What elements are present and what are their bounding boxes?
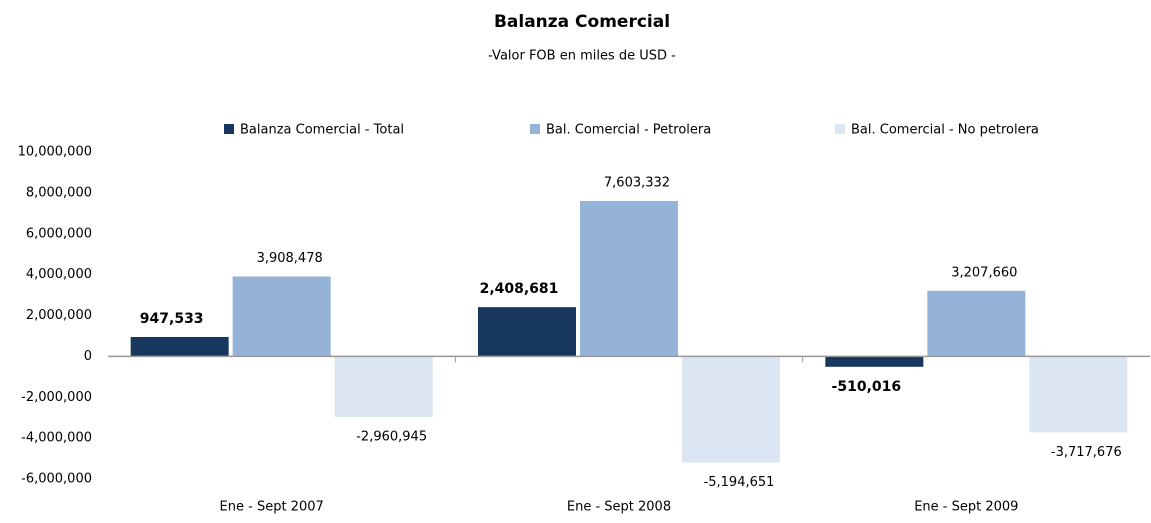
bar [580,200,678,357]
bar [682,356,780,463]
data-label: 7,603,332 [604,175,670,190]
bar [232,276,331,357]
bar [825,356,924,367]
y-tick-label: 10,000,000 [18,145,92,160]
y-tick-label: -2,000,000 [21,390,92,405]
data-label: -3,717,676 [1051,445,1122,460]
data-label: 947,533 [140,311,204,327]
chart-subtitle: -Valor FOB en miles de USD - [488,49,676,64]
legend-swatch [224,124,234,134]
bar [334,356,433,417]
chart-title: Balanza Comercial [494,12,670,32]
data-label: 3,908,478 [257,251,323,266]
x-tick-label: Ene - Sept 2007 [220,500,324,515]
y-tick-label: 4,000,000 [26,267,92,282]
legend-label: Balanza Comercial - Total [240,123,404,138]
legend-swatch [530,124,540,134]
y-tick-label: -4,000,000 [21,431,92,446]
legend-label: Bal. Comercial - Petrolera [546,123,711,138]
data-label: -510,016 [832,379,902,395]
x-tick-label: Ene - Sept 2009 [914,500,1018,515]
x-tick-label: Ene - Sept 2008 [567,500,671,515]
bar [1029,356,1128,433]
bar [927,290,1026,357]
y-tick-label: 6,000,000 [26,226,92,241]
y-tick-label: 8,000,000 [26,185,92,200]
data-label: -2,960,945 [356,429,427,444]
data-label: 3,207,660 [951,265,1017,280]
legend-swatch [835,124,845,134]
data-label: -5,194,651 [704,475,775,490]
bar [130,337,229,357]
y-tick-label: 0 [84,349,92,364]
data-label: 2,408,681 [480,281,559,297]
y-tick-label: 2,000,000 [26,308,92,323]
bar [478,307,576,357]
y-tick-label: -6,000,000 [21,472,92,487]
legend-label: Bal. Comercial - No petrolera [851,123,1039,138]
